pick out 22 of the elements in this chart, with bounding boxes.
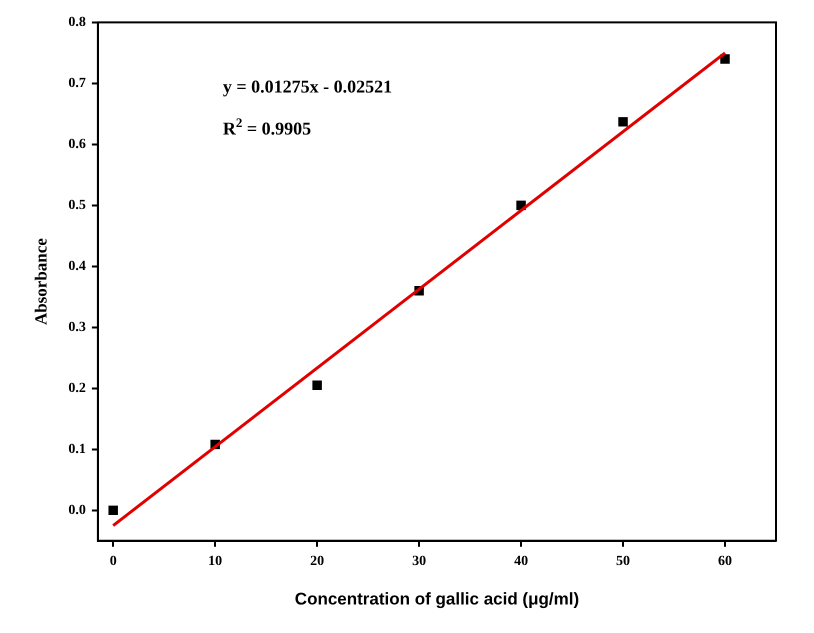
point bbox=[312, 380, 322, 390]
y-tick-label: 0.1 bbox=[68, 442, 86, 457]
y-tick-label: 0.5 bbox=[68, 198, 86, 213]
y-tick-label: 0.7 bbox=[68, 76, 86, 91]
x-tick-label: 10 bbox=[208, 554, 222, 569]
x-tick-label: 30 bbox=[412, 554, 426, 569]
x-tick-label: 60 bbox=[718, 554, 732, 569]
point bbox=[108, 506, 118, 516]
x-tick-label: 40 bbox=[514, 554, 528, 569]
y-tick-label: 0.8 bbox=[68, 15, 86, 30]
point bbox=[618, 117, 628, 127]
y-axis-title: Absorbance bbox=[32, 238, 51, 326]
annotation: y = 0.01275x - 0.02521 bbox=[222, 76, 392, 96]
x-axis-title: Concentration of gallic acid (μg/ml) bbox=[294, 589, 580, 608]
y-tick-label: 0.2 bbox=[68, 380, 86, 396]
x-tick-label: 0 bbox=[110, 554, 117, 569]
y-tick-label: 0.4 bbox=[68, 258, 86, 274]
y-tick-label: 0.3 bbox=[68, 320, 86, 335]
y-tick-label: 0.6 bbox=[68, 136, 86, 152]
y-tick-label: 0.0 bbox=[68, 502, 86, 518]
x-tick-label: 20 bbox=[310, 554, 324, 569]
x-tick-label: 50 bbox=[616, 554, 630, 569]
